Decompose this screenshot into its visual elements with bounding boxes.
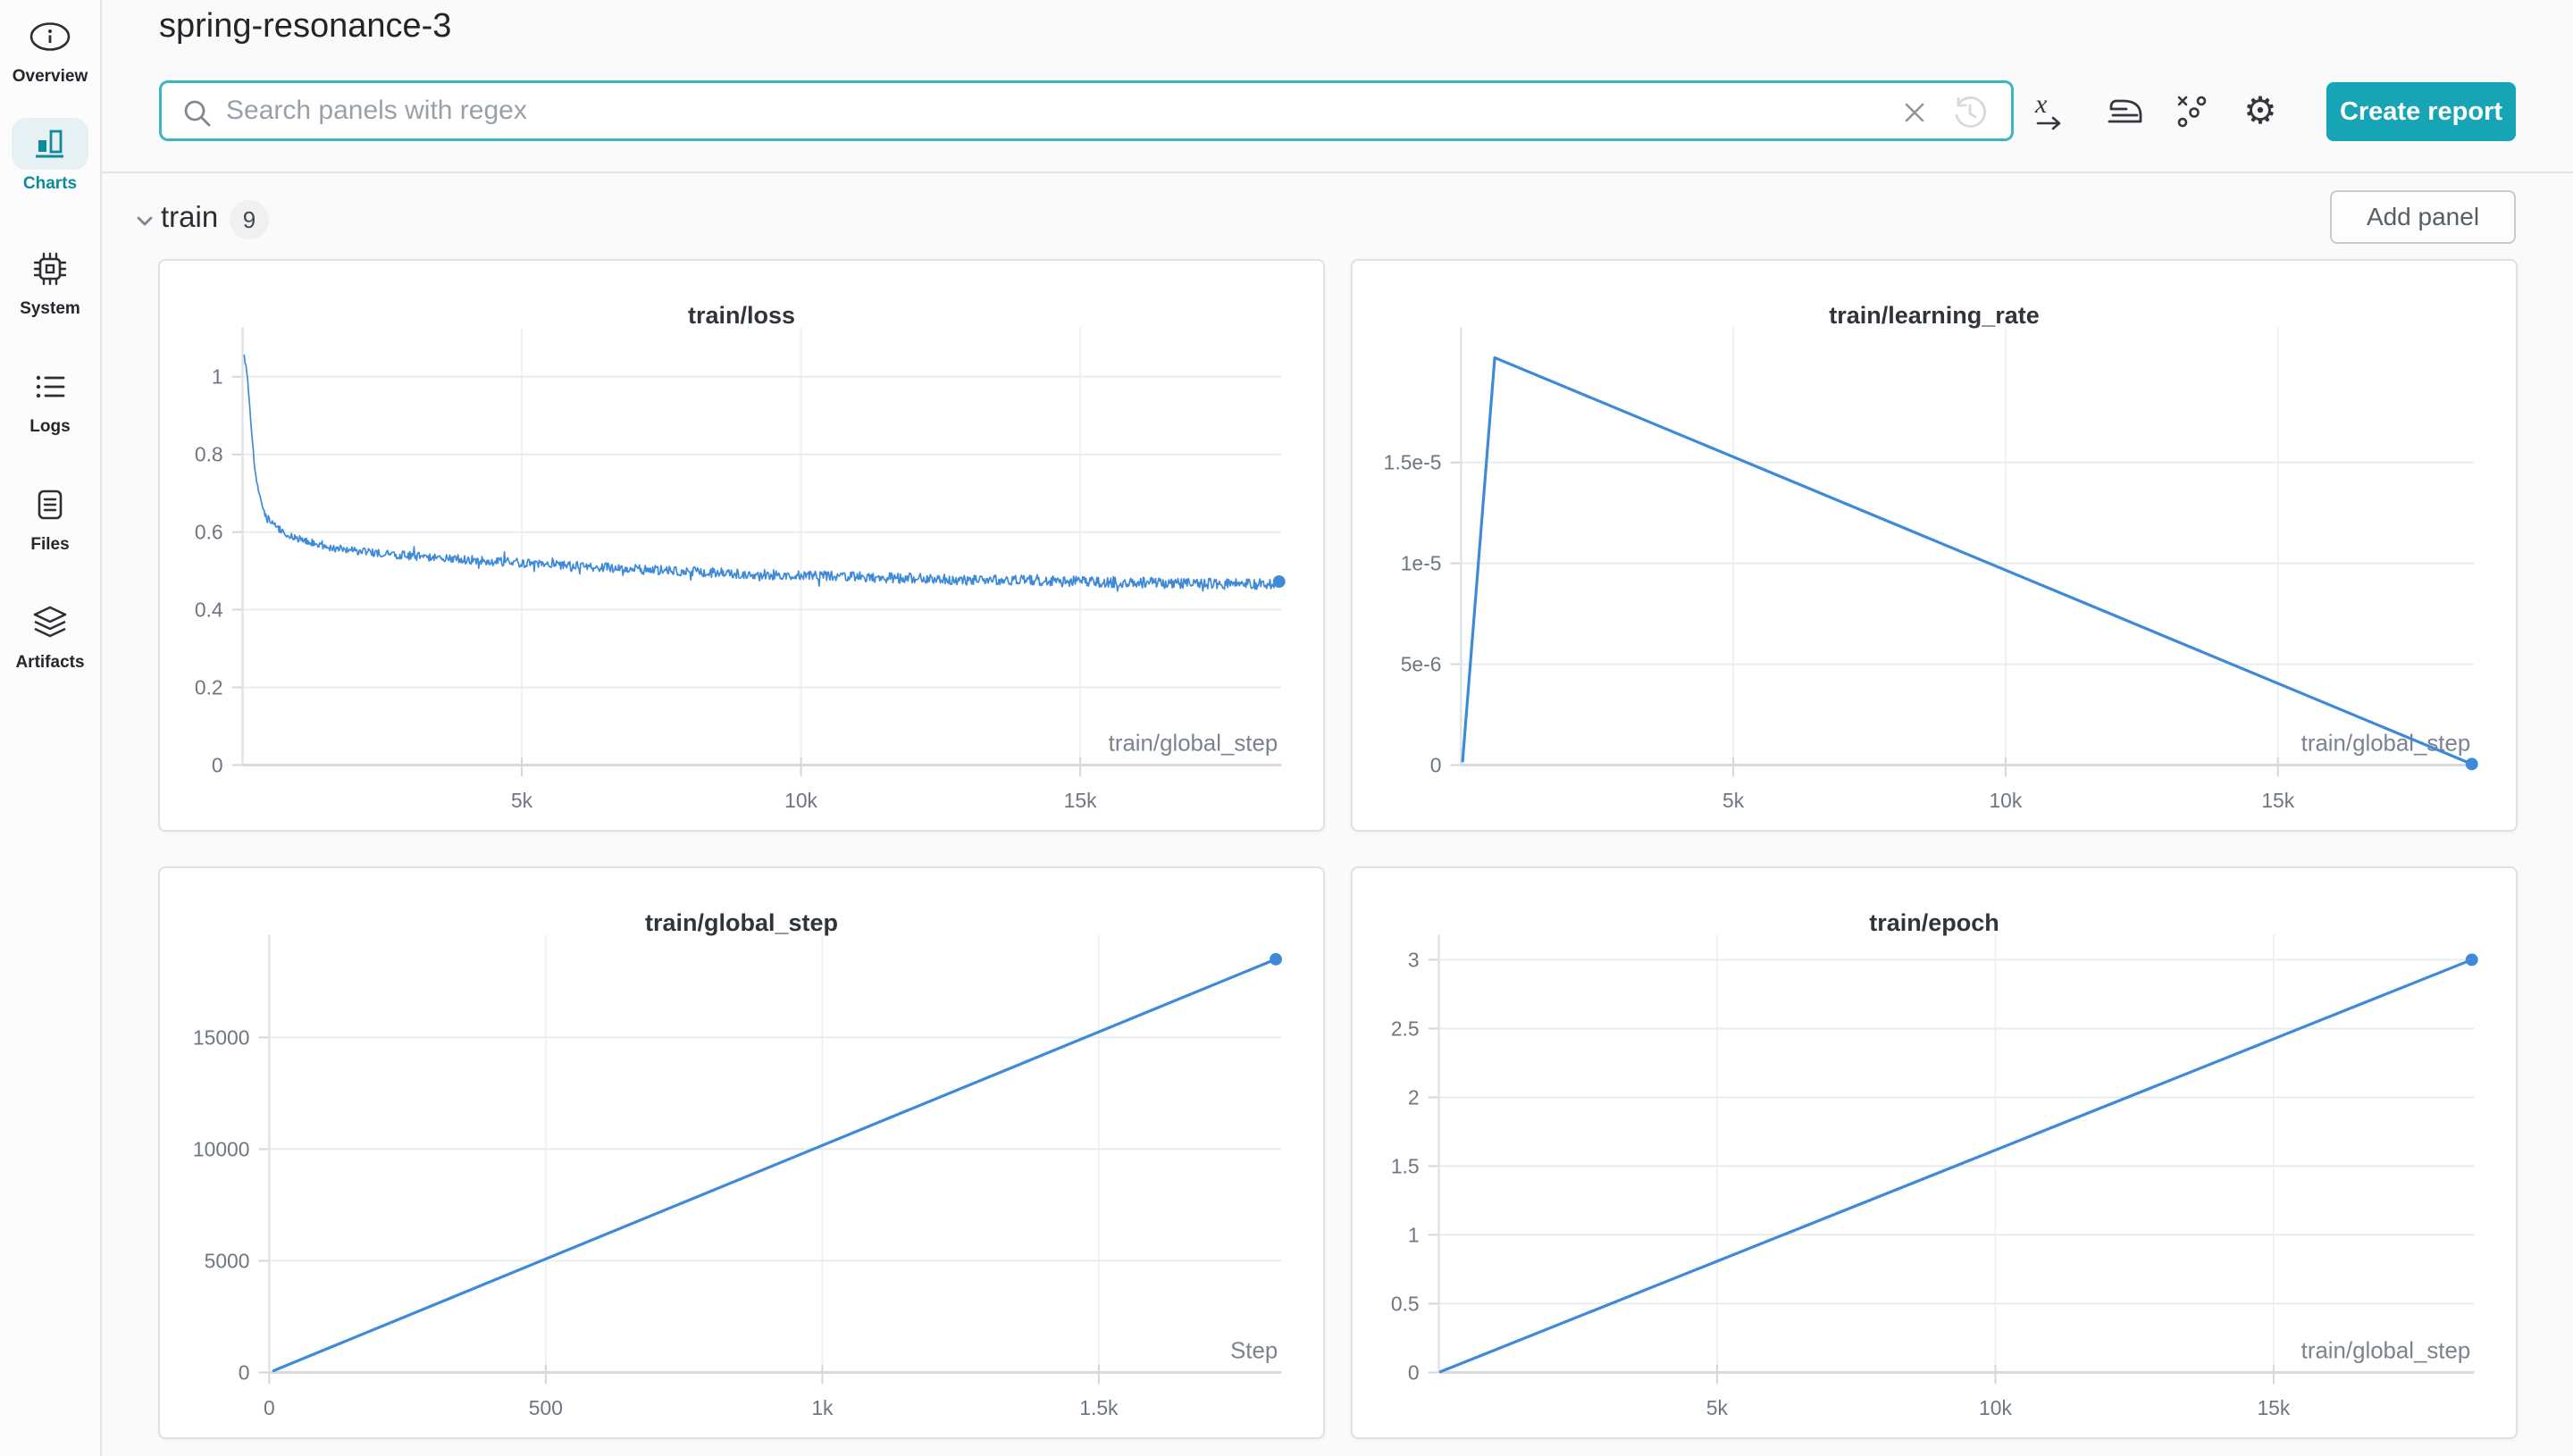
svg-text:10k: 10k: [784, 789, 817, 812]
sidebar-item-logs[interactable]: Logs: [0, 361, 100, 437]
layers-icon: [12, 597, 88, 649]
train-loss-chart[interactable]: 5k 10k 15k 0 0.2 0.4 0.6 0.8 1 train/global_step: [160, 261, 1323, 830]
svg-text:train/global_step: train/global_step: [1109, 732, 1278, 757]
sidebar-item-artifacts[interactable]: Artifacts: [0, 597, 100, 673]
sidebar-item-label: Overview: [12, 67, 88, 86]
svg-text:0.8: 0.8: [195, 443, 223, 466]
panel-title: train/global_step: [644, 909, 839, 936]
clear-search-icon[interactable]: [1898, 96, 1931, 133]
panel-title: train/loss: [687, 302, 796, 329]
search-icon: [180, 96, 215, 136]
svg-text:1.5k: 1.5k: [1079, 1396, 1119, 1419]
train-epoch-chart[interactable]: 5k 10k 15k 0 0.5 1 1.5 2 2.5 3 train/global_step: [1353, 868, 2516, 1437]
svg-text:0: 0: [264, 1396, 275, 1419]
svg-text:1.5e-5: 1.5e-5: [1384, 451, 1442, 474]
info-icon: [12, 11, 88, 63]
svg-text:2.5: 2.5: [1391, 1017, 1420, 1040]
svg-text:5k: 5k: [511, 789, 533, 812]
sidebar-item-files[interactable]: Files: [0, 479, 100, 555]
section-title[interactable]: train: [161, 200, 219, 233]
svg-text:0.2: 0.2: [195, 675, 223, 699]
history-icon[interactable]: [1950, 93, 1990, 137]
panel-train-epoch: 5k 10k 15k 0 0.5 1 1.5 2 2.5 3 train/global_step t…: [1351, 866, 2518, 1439]
svg-text:10k: 10k: [1979, 1396, 2012, 1419]
svg-text:Step: Step: [1230, 1339, 1278, 1364]
svg-text:0: 0: [239, 1360, 250, 1384]
panel-title: train/learning_rate: [1829, 302, 2040, 329]
sidebar-item-label: Files: [30, 535, 70, 554]
settings-gear-icon[interactable]: ⚙: [2239, 89, 2282, 132]
chevron-down-icon[interactable]: [130, 206, 159, 239]
search-box: [159, 80, 2014, 141]
panel-train-learning-rate: 5k 10k 15k 0 5e-6 1e-5 1.5e-5 train/global_step…: [1351, 259, 2518, 832]
svg-text:0.5: 0.5: [1391, 1292, 1420, 1315]
header-divider: [102, 172, 2573, 173]
svg-text:1: 1: [212, 365, 223, 389]
list-icon: [12, 361, 88, 413]
sidebar-item-label: Logs: [29, 417, 71, 436]
sidebar-item-label: Artifacts: [15, 653, 85, 672]
svg-text:1k: 1k: [811, 1396, 834, 1419]
outliers-points-icon[interactable]: [2171, 89, 2214, 132]
svg-text:15k: 15k: [1064, 789, 1097, 812]
train-global-step-chart[interactable]: 0 500 1k 1.5k 0 5000 10000 15000 Step: [160, 868, 1323, 1437]
svg-text:2: 2: [1408, 1085, 1420, 1109]
svg-text:500: 500: [529, 1396, 563, 1419]
sidebar-item-system[interactable]: System: [0, 243, 100, 319]
svg-text:1.5: 1.5: [1391, 1154, 1420, 1177]
create-report-button[interactable]: Create report: [2326, 82, 2516, 141]
svg-text:0.6: 0.6: [195, 521, 223, 544]
sidebar-item-charts[interactable]: Charts: [0, 118, 100, 194]
page-title: spring-resonance-3: [159, 7, 452, 45]
svg-text:15000: 15000: [193, 1025, 250, 1049]
sidebar-nav-rail: Overview Charts System: [0, 0, 102, 1456]
cpu-icon: [12, 243, 88, 295]
svg-text:0: 0: [212, 753, 223, 776]
smoothing-iron-icon[interactable]: [2103, 89, 2146, 132]
svg-text:x: x: [2034, 89, 2048, 119]
section-panel-count-badge: 9: [230, 200, 269, 239]
svg-text:0.4: 0.4: [195, 598, 223, 621]
panel-title: train/epoch: [1869, 909, 1999, 936]
svg-text:1: 1: [1408, 1223, 1420, 1246]
svg-text:0: 0: [1430, 753, 1442, 776]
x-axis-icon[interactable]: x: [2026, 89, 2069, 132]
sidebar-item-label: System: [20, 299, 80, 318]
add-panel-button[interactable]: Add panel: [2330, 190, 2516, 244]
svg-text:5k: 5k: [1722, 789, 1745, 812]
svg-text:1e-5: 1e-5: [1401, 552, 1442, 575]
sidebar-item-overview[interactable]: Overview: [0, 11, 100, 87]
panel-train-global-step: 0 500 1k 1.5k 0 5000 10000 15000 Step train/glob…: [158, 866, 1325, 1439]
svg-text:5000: 5000: [205, 1249, 250, 1272]
document-icon: [12, 479, 88, 531]
svg-text:train/global_step: train/global_step: [2301, 1339, 2471, 1364]
sidebar-item-label: Charts: [22, 174, 78, 193]
svg-text:3: 3: [1408, 948, 1420, 971]
svg-text:15k: 15k: [2261, 789, 2294, 812]
svg-text:15k: 15k: [2257, 1396, 2290, 1419]
main-content: spring-resonance-3 x: [102, 0, 2573, 1456]
svg-text:10k: 10k: [1989, 789, 2022, 812]
panel-train-loss: 5k 10k 15k 0 0.2 0.4 0.6 0.8 1 train/global_step …: [158, 259, 1325, 832]
svg-text:10000: 10000: [193, 1137, 250, 1160]
search-input[interactable]: [226, 83, 1906, 138]
svg-text:5k: 5k: [1706, 1396, 1729, 1419]
bar-chart-icon: [12, 118, 88, 170]
svg-text:5e-6: 5e-6: [1401, 653, 1442, 676]
svg-text:0: 0: [1408, 1360, 1420, 1384]
